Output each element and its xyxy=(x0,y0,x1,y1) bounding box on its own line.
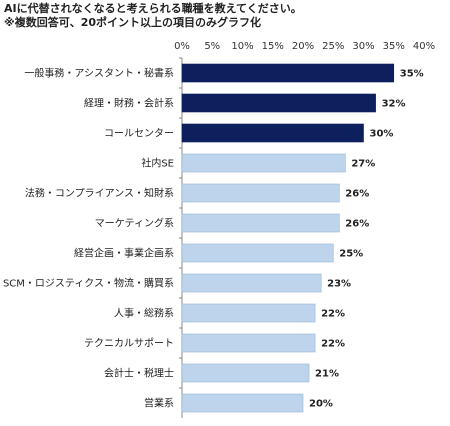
category-label: 人事・総務系 xyxy=(114,307,174,320)
bar xyxy=(181,303,316,323)
x-tick-label: 35% xyxy=(383,41,405,52)
bar xyxy=(181,363,310,383)
category-label: 経営企画・事業企画系 xyxy=(74,247,174,260)
x-tick-label: 5% xyxy=(204,41,220,52)
category-label: マーケティング系 xyxy=(95,217,174,230)
bar xyxy=(181,393,304,413)
bar xyxy=(181,153,346,173)
bar xyxy=(181,123,364,143)
bar xyxy=(181,63,395,83)
bar-value-label: 22% xyxy=(321,339,345,350)
bar xyxy=(181,273,322,293)
bar xyxy=(181,213,340,233)
category-label: 営業系 xyxy=(144,397,174,410)
title-line-2: ※複数回答可、20ポイント以上の項目のみグラフ化 xyxy=(4,16,261,29)
bar-value-label: 23% xyxy=(327,279,351,290)
bar-value-label: 21% xyxy=(315,369,339,380)
bar-value-label: 25% xyxy=(339,249,363,260)
chart-title: AIに代替されなくなると考えられる職種を教えてください。 ※複数回答可、20ポイ… xyxy=(4,2,302,30)
bar-value-label: 26% xyxy=(345,189,369,200)
x-tick-label: 20% xyxy=(292,41,314,52)
x-tick-label: 40% xyxy=(413,41,435,52)
bar-value-label: 22% xyxy=(321,309,345,320)
title-line-1: AIに代替されなくなると考えられる職種を教えてください。 xyxy=(4,2,302,15)
bar xyxy=(181,243,334,263)
x-tick-label: 0% xyxy=(174,41,190,52)
x-tick-label: 10% xyxy=(231,41,253,52)
category-label: 会計士・税理士 xyxy=(104,367,174,380)
bar xyxy=(181,93,376,113)
category-label: 経理・財務・会計系 xyxy=(84,97,174,110)
bar-value-label: 35% xyxy=(400,69,424,80)
category-label: 一般事務・アシスタント・秘書系 xyxy=(24,67,174,80)
category-label: コールセンター xyxy=(104,128,174,140)
bar xyxy=(181,183,340,203)
category-label: テクニカルサポート xyxy=(84,338,174,350)
bar xyxy=(181,333,316,353)
bar-value-label: 20% xyxy=(309,399,333,410)
bar-value-label: 26% xyxy=(345,219,369,230)
bar-value-label: 30% xyxy=(370,129,394,140)
x-tick-label: 15% xyxy=(262,41,284,52)
x-tick-label: 25% xyxy=(322,41,344,52)
x-tick-label: 30% xyxy=(352,41,374,52)
category-label: SCM・ロジスティクス・物流・購買系 xyxy=(3,277,174,290)
category-label: 社内SE xyxy=(141,157,174,170)
bar-value-label: 32% xyxy=(382,99,406,110)
category-label: 法務・コンプライアンス・知財系 xyxy=(25,187,174,200)
bar-value-label: 27% xyxy=(351,159,375,170)
